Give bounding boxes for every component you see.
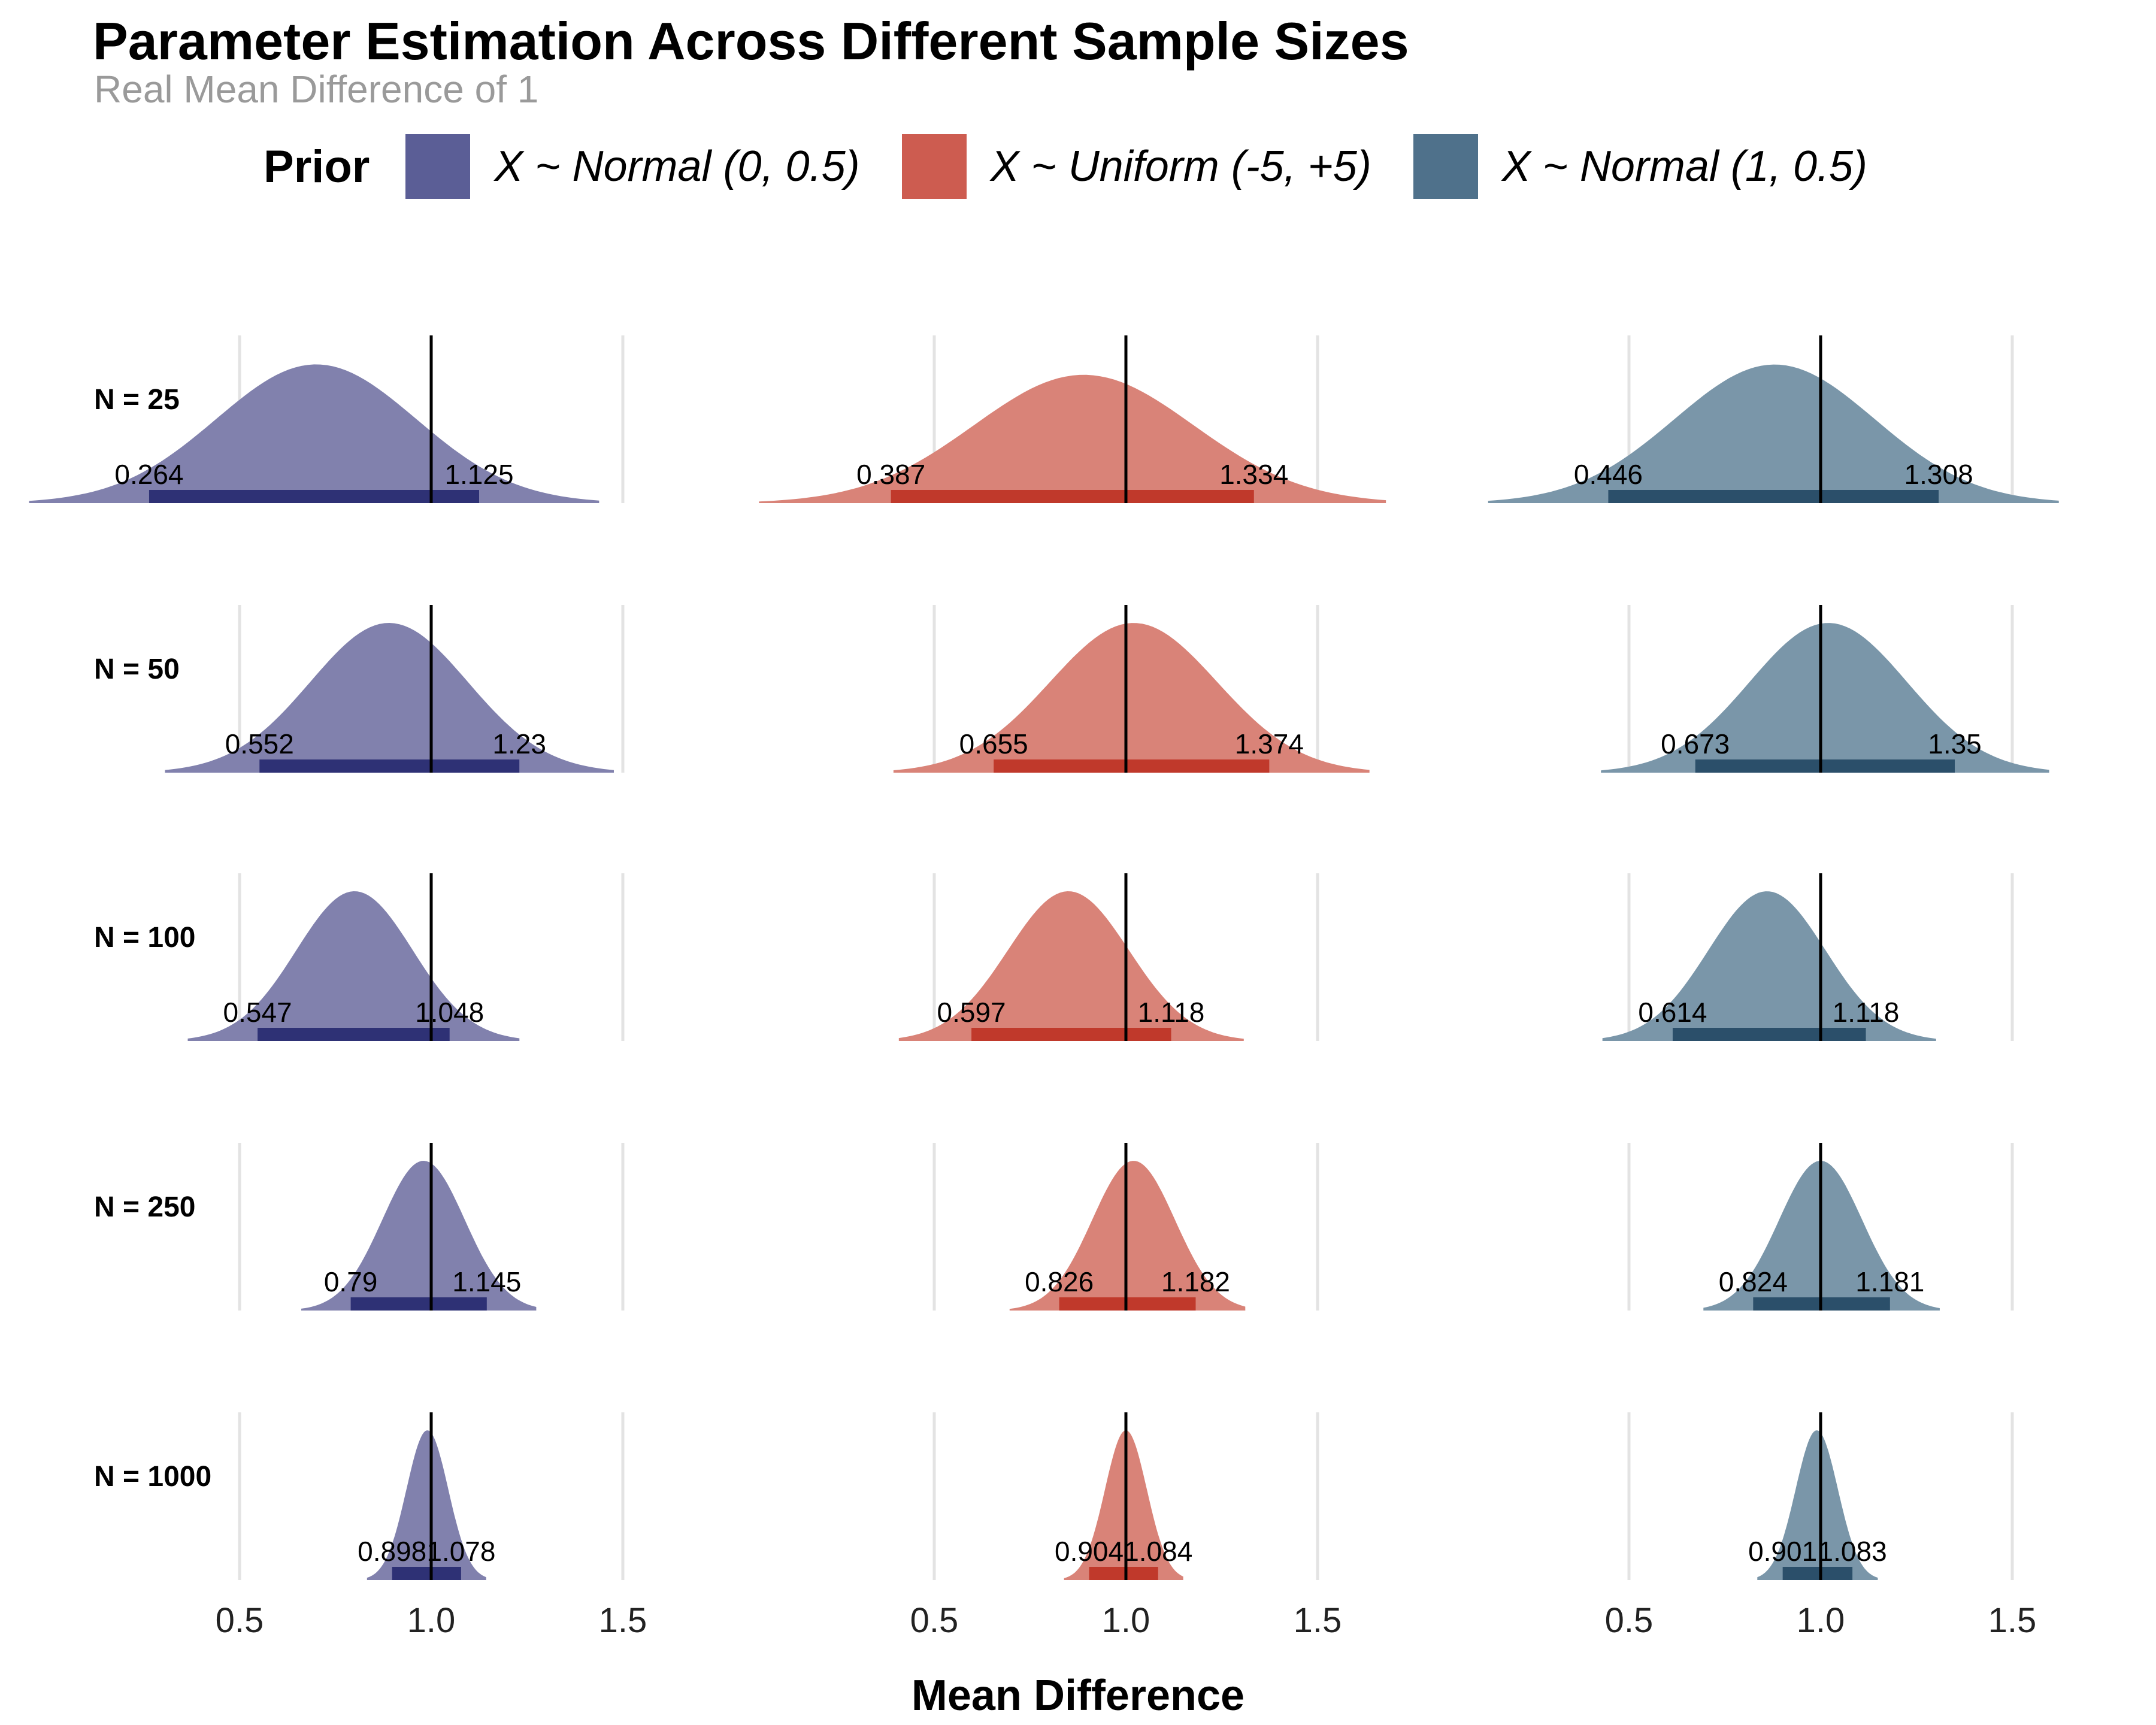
interval-lower-label: 0.824 — [1719, 1266, 1788, 1297]
interval-bar — [149, 490, 479, 503]
legend-item-normal-1: X ~ Normal (1, 0.5) — [1413, 134, 1867, 199]
legend-swatch — [405, 134, 471, 199]
interval-bar — [259, 759, 520, 773]
density-area — [1602, 891, 1936, 1041]
x-tick-label: 0.5 — [216, 1601, 264, 1640]
interval-upper-label: 1.182 — [1161, 1266, 1230, 1297]
chart-title: Parameter Estimation Across Different Sa… — [93, 11, 1409, 71]
legend-item-normal-0: X ~ Normal (0, 0.5) — [405, 134, 860, 199]
interval-lower-label: 0.898 — [358, 1536, 426, 1567]
interval-bar — [1608, 490, 1939, 503]
interval-upper-label: 1.118 — [1833, 997, 1900, 1028]
interval-bar — [1089, 1567, 1158, 1580]
density-area — [165, 623, 614, 773]
row-label: N = 250 — [94, 1191, 195, 1223]
density-area — [759, 374, 1386, 503]
interval-lower-label: 0.901 — [1748, 1536, 1817, 1567]
chart-subtitle: Real Mean Difference of 1 — [94, 68, 539, 111]
interval-bar — [350, 1297, 487, 1311]
interval-bar — [1782, 1567, 1853, 1580]
interval-lower-label: 0.552 — [225, 728, 294, 759]
interval-bar — [971, 1028, 1171, 1041]
density-area — [1488, 364, 2059, 503]
interval-upper-label: 1.181 — [1855, 1266, 1924, 1297]
interval-lower-label: 0.387 — [856, 459, 925, 490]
x-tick-label: 1.5 — [599, 1601, 647, 1640]
x-axis-label: Mean Difference — [911, 1672, 1245, 1720]
density-area — [1009, 1161, 1246, 1311]
legend-swatch — [901, 134, 967, 199]
interval-upper-label: 1.35 — [1928, 728, 1982, 759]
interval-upper-label: 1.084 — [1124, 1536, 1192, 1567]
row-label: N = 50 — [94, 653, 180, 685]
interval-lower-label: 0.614 — [1638, 997, 1707, 1028]
interval-bar — [1672, 1028, 1866, 1041]
interval-upper-label: 1.374 — [1235, 728, 1304, 759]
interval-lower-label: 0.446 — [1574, 459, 1643, 490]
interval-upper-label: 1.125 — [444, 459, 513, 490]
legend: Prior X ~ Normal (0, 0.5) X ~ Uniform (-… — [264, 131, 1909, 202]
interval-upper-label: 1.334 — [1219, 459, 1288, 490]
density-area — [1064, 1430, 1183, 1580]
interval-upper-label: 1.118 — [1138, 997, 1205, 1028]
interval-lower-label: 0.597 — [937, 997, 1006, 1028]
x-tick-label: 1.0 — [1102, 1601, 1150, 1640]
row-label: N = 1000 — [94, 1461, 211, 1493]
interval-lower-label: 0.904 — [1055, 1536, 1124, 1567]
interval-lower-label: 0.79 — [324, 1266, 378, 1297]
x-tick-label: 0.5 — [1605, 1601, 1654, 1640]
density-area — [301, 1161, 537, 1311]
legend-swatch — [1413, 134, 1478, 199]
density-area — [893, 623, 1370, 773]
legend-title: Prior — [264, 141, 370, 192]
interval-bar — [258, 1028, 450, 1041]
legend-item-uniform: X ~ Uniform (-5, +5) — [901, 134, 1371, 199]
interval-lower-label: 0.673 — [1661, 728, 1730, 759]
density-area — [1757, 1430, 1878, 1580]
interval-upper-label: 1.078 — [426, 1536, 495, 1567]
interval-upper-label: 1.083 — [1818, 1536, 1887, 1567]
row-label: N = 25 — [94, 384, 180, 416]
interval-bar — [1059, 1297, 1196, 1311]
legend-label: X ~ Normal (0, 0.5) — [494, 143, 860, 190]
interval-bar — [1695, 759, 1955, 773]
legend-label: X ~ Normal (1, 0.5) — [1501, 143, 1868, 190]
interval-bar — [994, 759, 1270, 773]
interval-lower-label: 0.264 — [114, 459, 183, 490]
x-tick-label: 1.5 — [1988, 1601, 2037, 1640]
row-label: N = 100 — [94, 922, 195, 954]
interval-lower-label: 0.655 — [959, 728, 1028, 759]
x-tick-label: 1.0 — [1797, 1601, 1845, 1640]
interval-upper-label: 1.145 — [452, 1266, 521, 1297]
x-tick-label: 1.0 — [407, 1601, 456, 1640]
interval-lower-label: 0.547 — [223, 997, 292, 1028]
x-tick-label: 1.5 — [1294, 1601, 1342, 1640]
interval-upper-label: 1.23 — [492, 728, 546, 759]
interval-lower-label: 0.826 — [1025, 1266, 1094, 1297]
density-area — [29, 364, 599, 503]
density-area — [898, 891, 1244, 1041]
interval-bar — [891, 490, 1254, 503]
interval-upper-label: 1.308 — [1904, 459, 1973, 490]
interval-upper-label: 1.048 — [415, 997, 484, 1028]
density-area — [367, 1430, 486, 1580]
x-tick-label: 0.5 — [910, 1601, 959, 1640]
interval-bar — [392, 1567, 461, 1580]
density-area — [187, 891, 520, 1041]
legend-label: X ~ Uniform (-5, +5) — [990, 143, 1371, 190]
density-area — [1601, 623, 2049, 773]
